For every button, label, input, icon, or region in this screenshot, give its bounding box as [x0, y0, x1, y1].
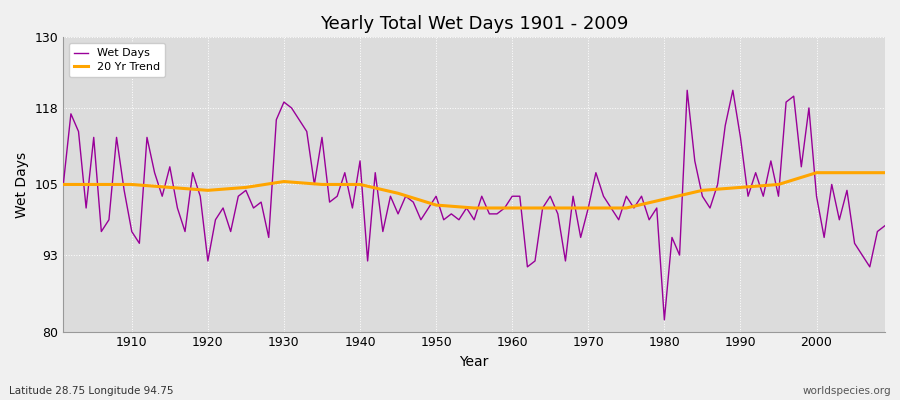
- Wet Days: [659, 318, 670, 322]
- 20 Yr Trend: [697, 188, 707, 193]
- Text: worldspecies.org: worldspecies.org: [803, 386, 891, 396]
- 20 Yr Trend: [88, 182, 99, 187]
- 20 Yr Trend: [735, 185, 746, 190]
- 20 Yr Trend: [507, 206, 517, 210]
- Wet Days: [500, 206, 510, 210]
- 20 Yr Trend: [392, 191, 403, 196]
- 20 Yr Trend: [879, 170, 890, 175]
- Line: 20 Yr Trend: 20 Yr Trend: [63, 173, 885, 208]
- X-axis label: Year: Year: [460, 355, 489, 369]
- Wet Days: [119, 188, 130, 193]
- 20 Yr Trend: [202, 188, 213, 193]
- Wet Days: [286, 106, 297, 110]
- Wet Days: [598, 194, 609, 199]
- Wet Days: [58, 182, 68, 187]
- Title: Yearly Total Wet Days 1901 - 2009: Yearly Total Wet Days 1901 - 2009: [320, 15, 628, 33]
- 20 Yr Trend: [621, 206, 632, 210]
- Text: Latitude 28.75 Longitude 94.75: Latitude 28.75 Longitude 94.75: [9, 386, 174, 396]
- 20 Yr Trend: [469, 206, 480, 210]
- Y-axis label: Wet Days: Wet Days: [15, 151, 29, 218]
- 20 Yr Trend: [659, 197, 670, 202]
- 20 Yr Trend: [126, 182, 137, 187]
- Line: Wet Days: Wet Days: [63, 90, 885, 320]
- Wet Days: [682, 88, 693, 93]
- 20 Yr Trend: [165, 185, 176, 190]
- 20 Yr Trend: [278, 179, 289, 184]
- 20 Yr Trend: [544, 206, 555, 210]
- Legend: Wet Days, 20 Yr Trend: Wet Days, 20 Yr Trend: [68, 43, 166, 77]
- 20 Yr Trend: [240, 185, 251, 190]
- 20 Yr Trend: [583, 206, 594, 210]
- 20 Yr Trend: [58, 182, 68, 187]
- 20 Yr Trend: [811, 170, 822, 175]
- Wet Days: [332, 194, 343, 199]
- Wet Days: [507, 194, 517, 199]
- 20 Yr Trend: [431, 203, 442, 208]
- Wet Days: [879, 223, 890, 228]
- 20 Yr Trend: [355, 182, 365, 187]
- 20 Yr Trend: [850, 170, 860, 175]
- 20 Yr Trend: [773, 182, 784, 187]
- 20 Yr Trend: [317, 182, 328, 187]
